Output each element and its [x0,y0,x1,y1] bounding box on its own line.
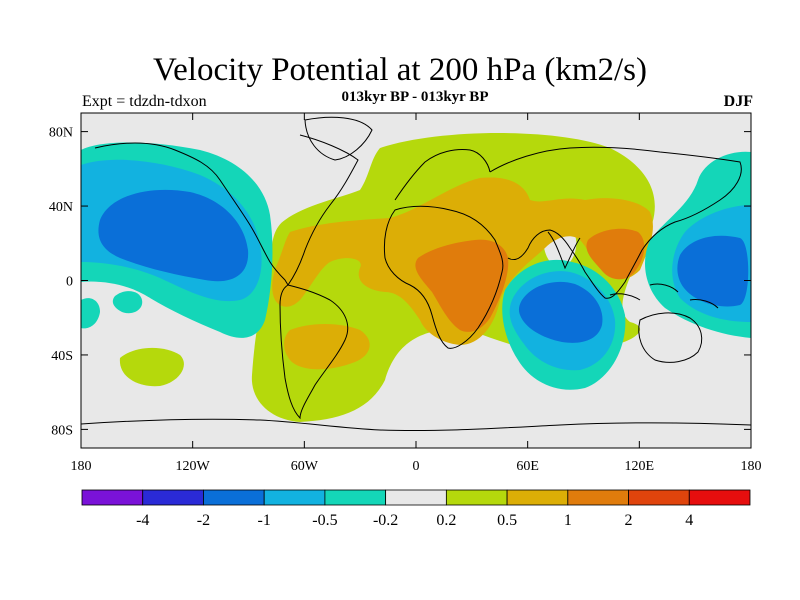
contour-field [81,113,751,448]
map-title: Velocity Potential at 200 hPa (km2/s) [152,52,648,88]
colorbar-swatch [506,489,569,506]
colorbar-label: -2 [197,512,210,529]
colorbar-swatch [81,489,144,506]
coastline-australia [638,312,703,363]
colorbar-label: -1 [258,512,271,529]
contour-region-orange-africa [415,239,509,332]
map-subtitle: 013kyr BP - 013kyr BP [341,89,489,105]
contour-region-blue-pacific [98,189,249,282]
coastline-africa [383,205,504,349]
colorbar-label: -0.5 [312,512,337,529]
coastline-antarctica [81,418,751,432]
coastline-south-america [279,284,349,420]
coastline-europe [394,149,491,201]
contour-region-blue-indian [518,281,603,343]
coastline-maritime [609,283,719,309]
colorbar-swatch [324,489,387,506]
colorbar-swatch [263,489,326,506]
colorbar-label: 1 [564,512,572,529]
coastlines [81,116,751,432]
longitude-axis: 180 120W 60W 0 60E 120E 180 [71,113,762,474]
colorbar-swatch [385,489,447,506]
contour-region-blue-west-pacific [677,235,749,307]
colorbar-swatch [628,489,690,506]
contour-region-teal-blob-pacific [112,291,143,314]
colorbar: -4 -2 -1 -0.5 -0.2 0.2 0.5 1 2 4 [81,489,751,529]
contour-region-green-south [119,347,184,387]
lon-label: 180 [71,459,92,474]
colorbar-swatch [567,489,629,506]
lon-label: 60E [516,459,539,474]
coastline-greenland [304,116,373,161]
contour-region-deep-orange [598,253,621,274]
coastline-asia [489,146,742,299]
coastline-north-america [94,142,289,286]
experiment-label: Expt = tdzdn-tdxon [82,93,207,110]
season-label: DJF [723,93,753,110]
colorbar-label: 2 [625,512,633,529]
colorbar-swatch [203,489,265,506]
lon-label: 0 [413,459,420,474]
lat-label: 80N [49,126,73,141]
coastline-north-america-east [287,134,359,286]
lat-label: 40S [51,349,73,364]
lat-label: 80S [51,423,73,438]
colorbar-label: 0.5 [497,512,517,529]
contour-region-yellow-orange-south [284,324,370,370]
lon-label: 60W [291,459,319,474]
lat-label: 40N [49,200,73,215]
lat-label: 0 [66,275,73,290]
coastline-india [547,231,581,270]
colorbar-swatch [445,489,508,506]
lon-label: 180 [741,459,762,474]
colorbar-label: -0.2 [373,512,398,529]
colorbar-label: -4 [136,512,149,529]
latitude-axis: 80N 40N 0 40S 80S [49,126,751,438]
lon-label: 120W [176,459,211,474]
colorbar-label: 4 [685,512,693,529]
colorbar-label: 0.2 [436,512,456,529]
lon-label: 120E [625,459,655,474]
colorbar-swatch [142,489,204,506]
colorbar-swatch [688,489,751,506]
contour-region-teal-sw-pacific [81,298,100,329]
